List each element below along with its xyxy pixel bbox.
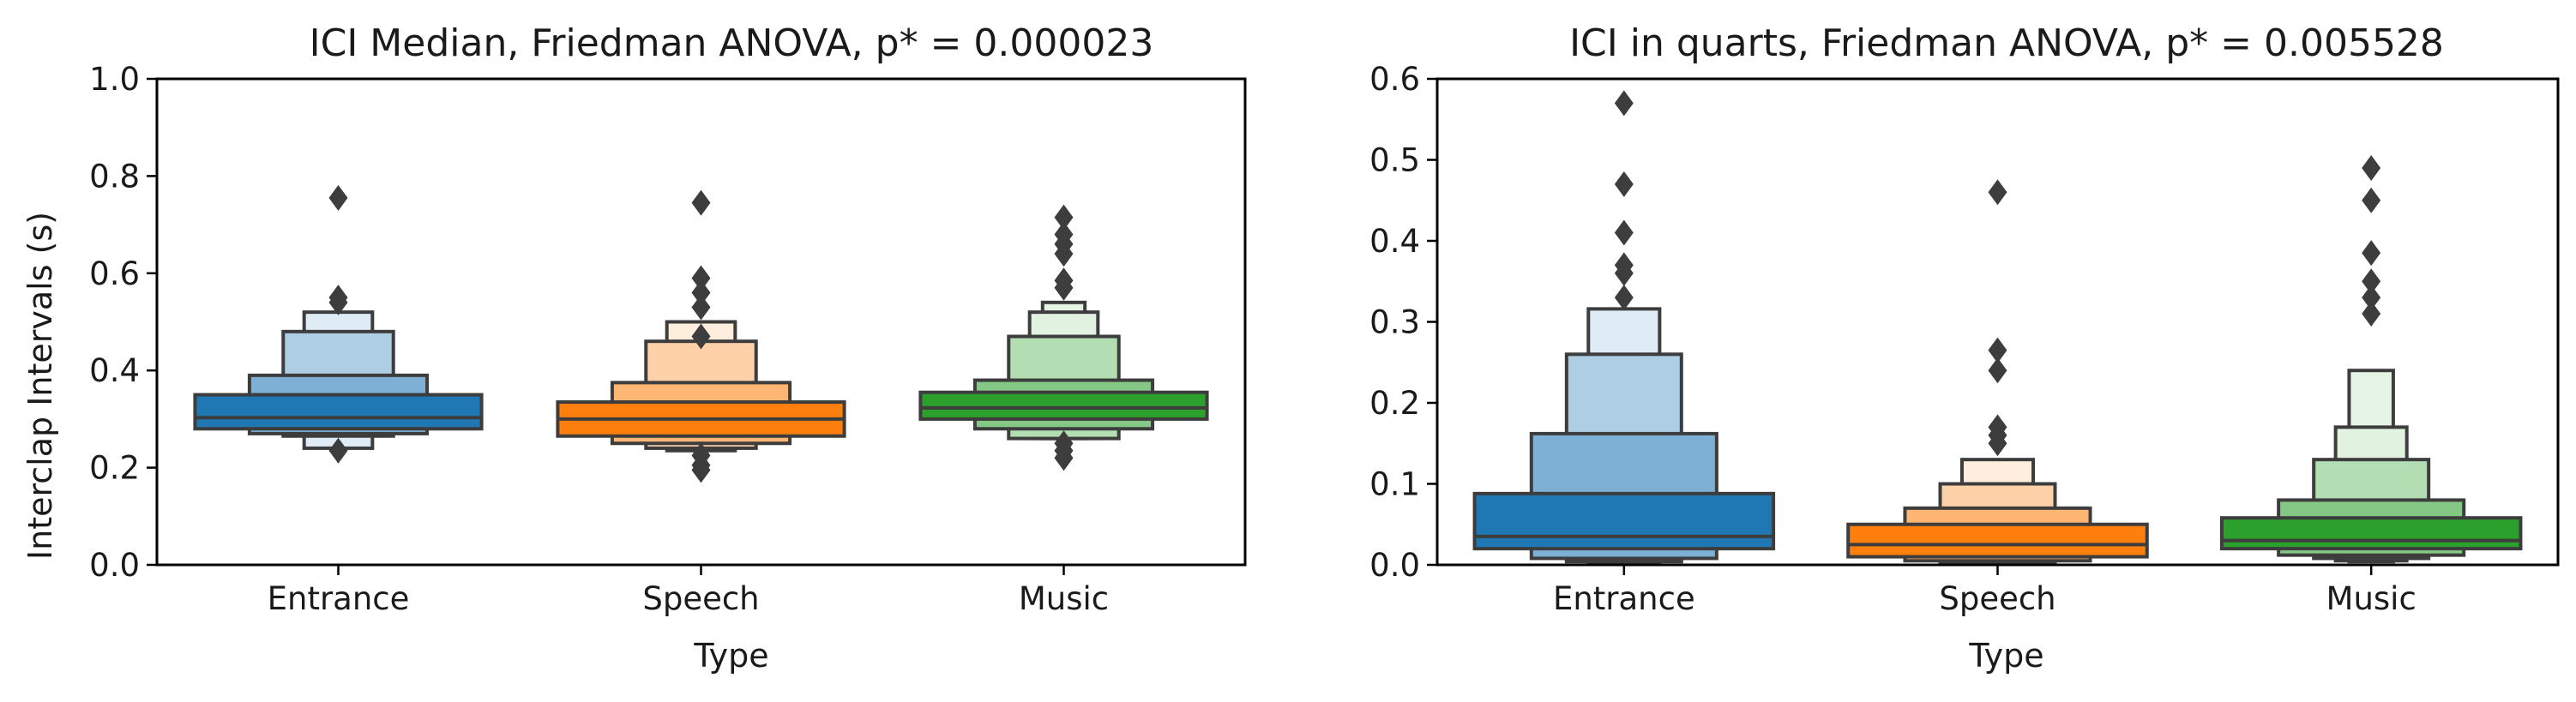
boxen-entrance [1472,90,1776,566]
boxen-music [2219,154,2523,564]
x-tick-label: Music [1019,580,1109,617]
outlier-point [1614,285,1634,311]
chart-title: ICI Median, Friedman ANOVA, p* = 0.00002… [310,21,1154,65]
boxen-entrance [193,184,484,464]
outlier-point [691,323,711,350]
outlier-point [691,294,711,321]
x-tick-label: Speech [1939,580,2055,617]
letter-value-box [1472,491,1776,551]
outlier-point [1988,337,2007,363]
boxen-speech [1846,179,2149,567]
outlier-point [2362,285,2381,311]
letter-value-box [918,390,1209,421]
y-tick-label: 0.1 [1369,466,1420,503]
outlier-point [691,442,711,469]
y-tick-label: 1.0 [89,61,140,98]
plot-area [193,184,1209,483]
y-tick-label: 0.5 [1369,142,1420,179]
outlier-point [1054,430,1074,457]
x-tick-label: Entrance [1553,580,1695,617]
outlier-point [1054,267,1074,294]
y-axis-label: Interclap Intervals (s) [21,212,59,560]
letter-value-box [193,393,484,431]
y-tick-label: 0.8 [89,158,140,195]
outlier-point [1988,357,2007,384]
y-tick-label: 0.3 [1369,304,1420,341]
chart-title: ICI in quarts, Friedman ANOVA, p* = 0.00… [1569,21,2444,65]
plot-area [1472,90,2523,567]
y-tick-label: 0.4 [89,352,140,389]
x-tick-label: Entrance [268,580,410,617]
outlier-point [691,189,711,216]
outlier-point [2362,240,2381,267]
outlier-point [1614,171,1634,197]
outlier-point [1614,219,1634,246]
outlier-point [2362,268,2381,295]
y-tick-label: 0.6 [1369,61,1420,98]
outlier-point [691,279,711,306]
outlier-point [328,184,348,211]
outlier-point [1988,179,2007,206]
boxen-speech [556,189,846,483]
letter-value-box [1846,522,2149,559]
y-tick-label: 0.0 [89,547,140,584]
boxen-music [918,204,1209,471]
x-axis-label: Type [693,637,768,675]
outlier-point [328,285,348,311]
outlier-point [1614,252,1634,279]
y-tick-label: 0.0 [1369,547,1420,584]
outlier-point [1614,90,1634,117]
outlier-point [1054,221,1074,248]
outlier-point [1988,414,2007,441]
x-tick-label: Music [2326,580,2417,617]
letter-value-box [2219,516,2523,551]
y-tick-label: 0.4 [1369,223,1420,260]
outlier-point [2362,301,2381,327]
y-tick-label: 0.6 [89,255,140,292]
outlier-point [328,437,348,464]
x-tick-label: Speech [642,580,759,617]
outlier-point [691,265,711,291]
x-axis-label: Type [1968,637,2043,675]
y-tick-label: 0.2 [1369,385,1420,422]
outlier-point [1054,204,1074,231]
outlier-point [2362,187,2381,213]
outlier-point [2362,154,2381,181]
y-tick-label: 0.2 [89,450,140,487]
panel-ici-quarts: ICI in quarts, Friedman ANOVA, p* = 0.00… [1369,21,2560,675]
panel-ici-median: ICI Median, Friedman ANOVA, p* = 0.00002… [21,21,1247,675]
